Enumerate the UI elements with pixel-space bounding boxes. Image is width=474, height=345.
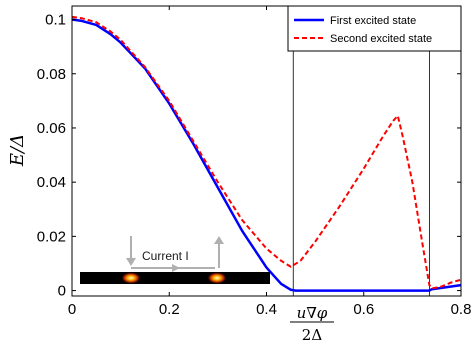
arrow-left-head bbox=[126, 258, 136, 266]
y-tick-label-0: 0 bbox=[58, 283, 66, 300]
axis-ticks: 0 0.2 0.4 0.6 0.8 0 0.02 0.04 0.06 0.08 0.1 bbox=[37, 6, 472, 318]
inset-glow-left bbox=[121, 272, 141, 284]
inset-wire-diagram: Current I bbox=[80, 236, 270, 284]
y-axis-label: E/Δ bbox=[7, 134, 28, 167]
plot-background bbox=[72, 6, 461, 296]
inset-current-label: Current I bbox=[142, 249, 189, 263]
x-tick-label-1: 0.2 bbox=[159, 301, 180, 318]
series-group bbox=[71, 15, 462, 292]
x-axis-label-denominator: 2Δ bbox=[302, 326, 323, 344]
x-tick-label-4: 0.8 bbox=[451, 301, 472, 318]
inset-glow-right bbox=[207, 272, 227, 284]
y-tick-label-2: 0.04 bbox=[37, 174, 66, 191]
y-tick-label-3: 0.06 bbox=[37, 120, 66, 137]
series-line-0 bbox=[71, 18, 462, 292]
x-axis-label-numerator: u∇φ bbox=[297, 304, 328, 322]
legend-label-second: Second excited state bbox=[330, 33, 432, 45]
x-tick-label-0: 0 bbox=[68, 301, 76, 318]
y-tick-label-1: 0.02 bbox=[37, 228, 66, 245]
vertical-lines bbox=[292, 6, 430, 296]
x-tick-label-3: 0.6 bbox=[353, 301, 374, 318]
y-tick-label-5: 0.1 bbox=[45, 12, 66, 29]
y-tick-label-4: 0.08 bbox=[37, 66, 66, 83]
legend-label-first: First excited state bbox=[330, 15, 416, 27]
arrow-right-head bbox=[214, 236, 224, 244]
arrow-bottom-head bbox=[172, 264, 180, 272]
x-tick-label-2: 0.4 bbox=[256, 301, 277, 318]
inset-wire bbox=[80, 272, 270, 284]
series-line-1 bbox=[71, 15, 462, 290]
legend-box bbox=[287, 5, 462, 52]
legend: First excited state Second excited state bbox=[287, 5, 462, 52]
x-axis-label: u∇φ 2Δ bbox=[290, 304, 334, 344]
